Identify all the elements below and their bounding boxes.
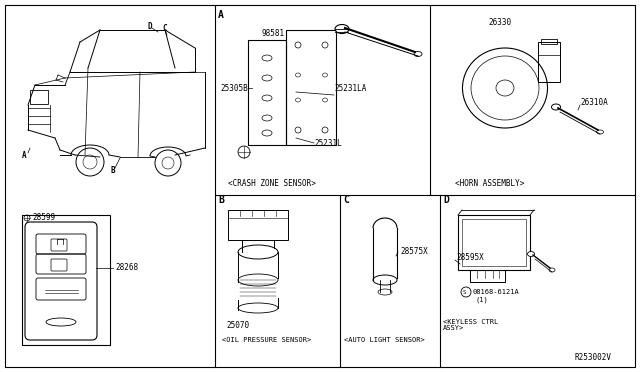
- Bar: [538, 42, 560, 82]
- Text: 08168-6121A: 08168-6121A: [473, 289, 520, 295]
- Text: <CRASH ZONE SENSOR>: <CRASH ZONE SENSOR>: [228, 179, 316, 187]
- Text: D: D: [148, 22, 152, 31]
- Text: B: B: [218, 195, 224, 205]
- Bar: [462, 219, 526, 266]
- Text: 25231LA: 25231LA: [334, 83, 366, 93]
- Text: R253002V: R253002V: [575, 353, 612, 362]
- Ellipse shape: [414, 51, 422, 57]
- Text: 28595X: 28595X: [456, 253, 484, 263]
- Text: 25070: 25070: [227, 321, 250, 330]
- Ellipse shape: [552, 104, 561, 110]
- Ellipse shape: [527, 251, 534, 257]
- Text: 25231L: 25231L: [314, 138, 342, 148]
- Text: (1): (1): [476, 297, 489, 303]
- Text: <AUTO LIGHT SENSOR>: <AUTO LIGHT SENSOR>: [344, 337, 425, 343]
- Text: <OIL PRESSURE SENSOR>: <OIL PRESSURE SENSOR>: [222, 337, 311, 343]
- Text: A: A: [22, 151, 27, 160]
- Bar: [458, 215, 530, 270]
- Text: B: B: [110, 166, 115, 174]
- Ellipse shape: [335, 25, 349, 33]
- Ellipse shape: [596, 130, 604, 134]
- Text: <HORN ASSEMBLY>: <HORN ASSEMBLY>: [455, 179, 524, 187]
- Text: 28268: 28268: [115, 263, 138, 273]
- Text: 28575X: 28575X: [400, 247, 428, 257]
- Text: A: A: [218, 10, 224, 20]
- Text: 98581: 98581: [262, 29, 285, 38]
- Bar: [228, 210, 288, 240]
- Text: 26310A: 26310A: [580, 97, 608, 106]
- Bar: [470, 270, 505, 282]
- Text: 25305B: 25305B: [220, 83, 248, 93]
- Text: 28599: 28599: [32, 212, 55, 221]
- Bar: [248, 40, 286, 145]
- Text: C: C: [162, 23, 166, 32]
- Text: 26330: 26330: [488, 17, 511, 26]
- Text: C: C: [343, 195, 349, 205]
- Ellipse shape: [549, 268, 555, 272]
- Text: D: D: [443, 195, 449, 205]
- Text: <KEYLESS CTRL
ASSY>: <KEYLESS CTRL ASSY>: [443, 318, 499, 331]
- Bar: [541, 39, 557, 44]
- Bar: [30, 90, 48, 104]
- Text: S: S: [462, 289, 466, 295]
- Bar: [22, 215, 110, 345]
- Bar: [286, 30, 336, 145]
